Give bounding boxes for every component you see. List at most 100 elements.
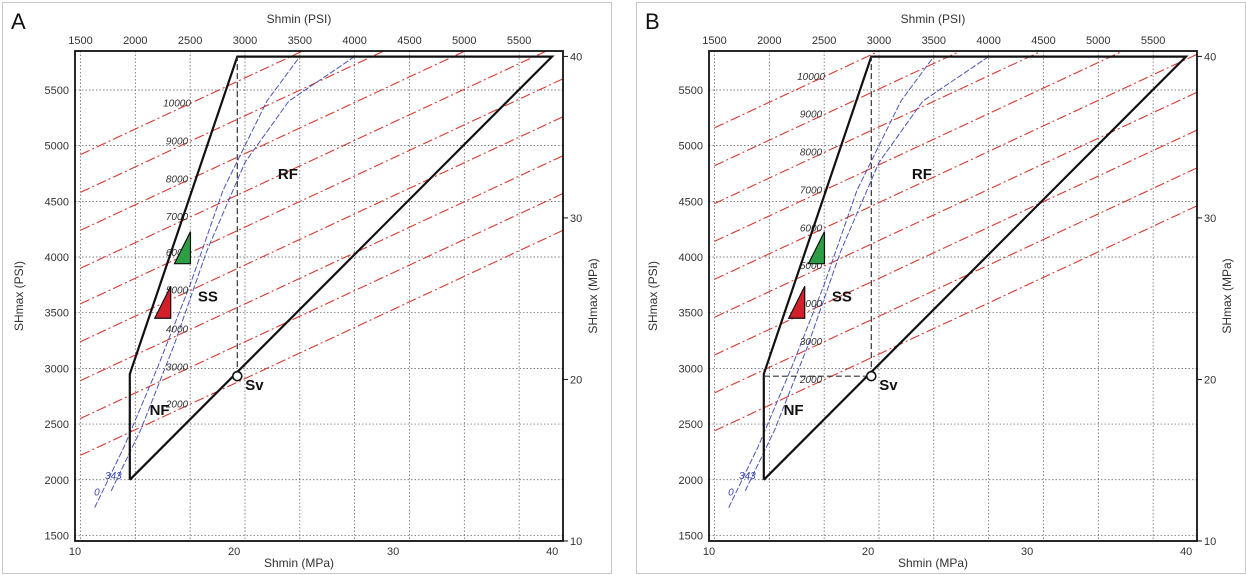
series-label-9000: 9000 <box>166 136 189 147</box>
sv-label: Sv <box>879 377 898 394</box>
plot-frame <box>74 50 564 542</box>
series-line-9000 <box>80 51 386 193</box>
y-mpa-tick-label: 20 <box>570 374 582 386</box>
marker-green <box>807 231 826 265</box>
y-psi-tick-label: 3500 <box>679 308 703 320</box>
series-label-343: 343 <box>105 471 122 482</box>
y-psi-tick-label: 5000 <box>679 141 703 153</box>
plot-area <box>709 51 1197 541</box>
y-mpa-tick-label: 30 <box>570 213 582 225</box>
series-line-6000 <box>80 78 563 305</box>
y-mpa-tick-label: 10 <box>1204 536 1216 548</box>
stress-polygon-chart-a: 2000 3000 4000 5000 6000 7000 8000 9000 10000 0 34… <box>11 9 600 570</box>
y-psi-tick-label: 5500 <box>45 85 69 97</box>
series-label-10000: 10000 <box>797 72 825 83</box>
y-psi-tick-label: 3000 <box>679 363 703 375</box>
series-line-3000 <box>80 193 563 419</box>
series-line-4000 <box>80 155 563 382</box>
x-psi-tick-label: 4000 <box>976 35 1000 47</box>
series-label-6000: 6000 <box>166 248 189 259</box>
x-psi-tick-label: 3500 <box>922 35 946 47</box>
series-label-10000: 10000 <box>163 99 191 110</box>
x-axis-title-psi: Shmin (PSI) <box>901 12 966 26</box>
series-label-0: 0 <box>728 488 734 499</box>
region-label-ss: SS <box>832 289 852 306</box>
x-psi-tick-label: 4000 <box>342 35 366 47</box>
y-psi-tick-label: 1500 <box>679 530 703 542</box>
series-label-4000: 4000 <box>800 299 823 310</box>
series-group <box>714 51 1197 508</box>
series-line-2000 <box>80 229 563 456</box>
x-mpa-tick-label: 20 <box>862 546 874 558</box>
x-psi-tick-label: 2500 <box>812 35 836 47</box>
x-psi-tick-label: 5000 <box>452 35 476 47</box>
x-psi-tick-label: 1500 <box>68 35 92 47</box>
series-labels: 2000 3000 4000 5000 6000 7000 8000 9000 10000 0 34… <box>94 99 191 499</box>
x-psi-tick-label: 4500 <box>397 35 421 47</box>
y-psi-tick-label: 3500 <box>45 308 69 320</box>
region-label-ss: SS <box>198 289 218 306</box>
x-psi-tick-label: 2000 <box>757 35 781 47</box>
series-label-3000: 3000 <box>166 363 189 374</box>
marker-red <box>153 285 172 319</box>
stress-polygon-chart-b: 2000 3000 4000 5000 6000 7000 8000 9000 10000 0 34… <box>645 9 1234 570</box>
y-psi-tick-label: 4500 <box>679 196 703 208</box>
series-group <box>80 51 563 508</box>
y-axis-title-mpa: SHmax (MPa) <box>586 258 600 333</box>
y-psi-tick-label: 2500 <box>45 419 69 431</box>
x-psi-tick-label: 5500 <box>1141 35 1165 47</box>
series-line-343 <box>110 56 355 492</box>
region-label-rf: RF <box>278 166 298 183</box>
y-mpa-tick-label: 40 <box>1204 51 1216 63</box>
x-psi-tick-label: 1500 <box>702 35 726 47</box>
series-line-4000 <box>714 129 1197 356</box>
x-psi-tick-label: 5500 <box>507 35 531 47</box>
x-psi-tick-label: 3000 <box>233 35 257 47</box>
series-line-8000 <box>80 51 467 231</box>
panel-label: B <box>645 9 660 34</box>
series-label-5000: 5000 <box>166 286 189 297</box>
series-label-8000: 8000 <box>800 148 823 159</box>
y-psi-tick-label: 4000 <box>679 252 703 264</box>
y-mpa-tick-label: 30 <box>1204 213 1216 225</box>
x-psi-tick-label: 3000 <box>867 35 891 47</box>
y-psi-tick-label: 1500 <box>45 530 69 542</box>
series-line-7000 <box>714 51 1125 242</box>
sv-point <box>866 370 877 382</box>
sv-label: Sv <box>245 377 264 394</box>
series-line-8000 <box>714 51 1044 205</box>
series-line-3000 <box>714 167 1197 394</box>
y-mpa-tick-label: 40 <box>570 51 582 63</box>
series-line-343 <box>744 56 989 492</box>
grid <box>75 51 563 541</box>
x-axis-title-psi: Shmin (PSI) <box>267 12 332 26</box>
series-line-9000 <box>714 51 962 167</box>
series-label-2000: 2000 <box>799 375 823 386</box>
plot-area <box>75 51 563 541</box>
x-mpa-tick-label: 40 <box>1180 546 1192 558</box>
region-label-nf: NF <box>150 402 170 419</box>
y-psi-tick-label: 2000 <box>45 475 69 487</box>
series-label-7000: 7000 <box>800 185 823 196</box>
y-mpa-tick-label: 10 <box>570 536 582 548</box>
x-mpa-tick-label: 20 <box>228 546 240 558</box>
y-axis-title-psi: SHmax (PSI) <box>12 261 26 331</box>
grid <box>709 51 1197 541</box>
series-label-7000: 7000 <box>166 212 189 223</box>
series-line-0 <box>728 56 935 508</box>
x-axis-title-mpa: Shmin (MPa) <box>264 556 334 570</box>
y-psi-tick-label: 2000 <box>679 475 703 487</box>
series-line-6000 <box>714 53 1197 280</box>
series-label-9000: 9000 <box>800 110 823 121</box>
y-psi-tick-label: 5000 <box>45 141 69 153</box>
series-label-3000: 3000 <box>800 337 823 348</box>
y-mpa-tick-label: 20 <box>1204 374 1216 386</box>
x-mpa-tick-label: 10 <box>69 546 81 558</box>
x-psi-tick-label: 3500 <box>288 35 312 47</box>
series-label-8000: 8000 <box>166 174 189 185</box>
x-psi-tick-label: 2000 <box>123 35 147 47</box>
region-label-nf: NF <box>784 402 804 419</box>
panel-b: 2000 3000 4000 5000 6000 7000 8000 9000 10000 0 34… <box>636 2 1246 574</box>
series-label-4000: 4000 <box>166 325 189 336</box>
